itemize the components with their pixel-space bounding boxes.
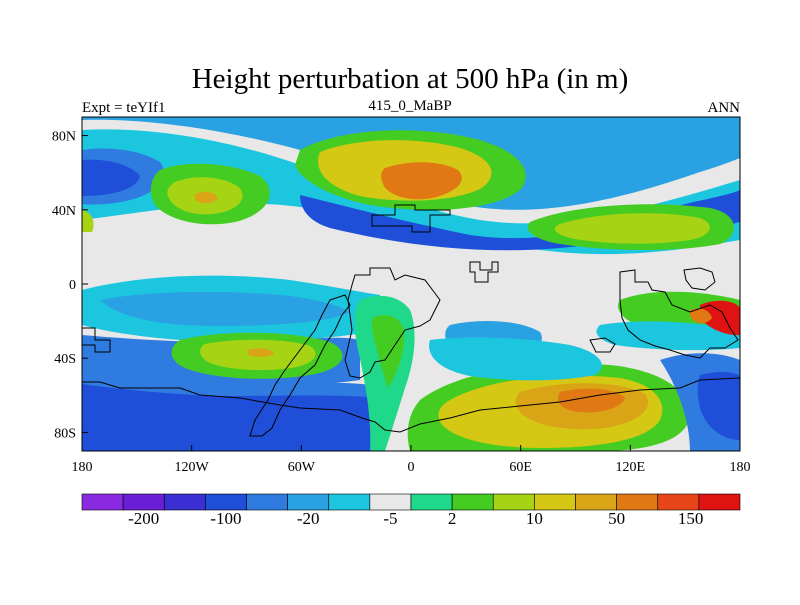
coastline-arabia — [469, 261, 499, 283]
y-tick-label: 40S — [54, 352, 76, 367]
contour-north-dark-blue-west — [82, 159, 140, 196]
contour-southern-ocean-blue — [82, 368, 380, 398]
colorbar-label: 10 — [526, 509, 543, 528]
colorbar-segment — [616, 493, 659, 511]
colorbar-segment — [163, 493, 206, 511]
contour-maritime-cyan — [596, 321, 740, 351]
contour-africa-lightgreen — [372, 315, 405, 388]
colorbar-segment — [122, 493, 165, 511]
colorbar-segment — [410, 493, 453, 511]
contour-southern-ocean-dark-blue — [82, 380, 392, 451]
x-tick-label: 120W — [175, 460, 210, 475]
y-tick-label: 40N — [52, 204, 76, 219]
period-label: 415_0_MaBP — [368, 98, 451, 114]
colorbar-segment — [81, 493, 124, 511]
contour-pacific-north-yellow — [554, 213, 710, 244]
map-field — [82, 117, 740, 451]
coastline-africa — [344, 267, 441, 379]
colorbar-label: -5 — [383, 509, 397, 528]
colorbar-segment — [451, 493, 494, 511]
colorbar-segment — [287, 493, 330, 511]
colorbar-label: 150 — [678, 509, 704, 528]
y-tick-label: 0 — [69, 278, 76, 293]
colorbar-segment — [205, 493, 247, 511]
coastline-west-edge — [82, 327, 111, 353]
colorbar-segment — [698, 493, 741, 511]
contour-east-south-dark-blue — [697, 372, 740, 440]
colorbar-segment — [328, 493, 371, 511]
contour-south-pacific-orange — [248, 348, 274, 358]
x-tick-label: 60W — [288, 460, 316, 475]
colorbar-segment — [657, 493, 700, 511]
contour-maritime-orange — [690, 308, 712, 324]
coastline-south-america — [249, 294, 351, 437]
x-axis: 180 120W 60W 0 60E 120E 180 — [72, 445, 751, 475]
coastline-indonesia — [589, 337, 616, 353]
contour-indian-teal — [429, 337, 602, 381]
y-tick-label: 80N — [52, 130, 76, 145]
colorbar-segment — [369, 493, 412, 511]
colorbar-segment — [575, 493, 617, 511]
x-tick-label: 0 — [408, 460, 415, 475]
colorbar-segment — [534, 493, 576, 511]
x-tick-label: 120E — [616, 460, 646, 475]
chart-title: Height perturbation at 500 hPa (in m) — [192, 63, 629, 95]
colorbar-label: -100 — [210, 509, 241, 528]
y-axis: 80N 40N 0 40S 80S — [52, 130, 88, 441]
contour-indian-red-orange — [558, 388, 625, 413]
contour-south-blue-strip — [100, 291, 350, 326]
coastline-australia — [619, 269, 739, 359]
colorbar-segment — [246, 493, 288, 511]
experiment-label: Expt = teYIf1 — [82, 100, 165, 116]
colorbar-label: -20 — [297, 509, 320, 528]
colorbar-segment — [492, 493, 535, 511]
coastline-outlines — [82, 204, 740, 451]
colorbar — [81, 493, 741, 511]
colorbar-labels: -200 -100 -20 -5 2 10 50 150 — [128, 509, 703, 528]
contour-maritime-red — [700, 300, 740, 336]
contour-west-edge-green — [82, 210, 94, 232]
colorbar-label: 50 — [608, 509, 625, 528]
coastline-new-zealand — [683, 267, 716, 291]
contour-atlantic-orange — [195, 191, 218, 204]
colorbar-label: -200 — [128, 509, 159, 528]
colorbar-label: 2 — [448, 509, 457, 528]
x-tick-label: 60E — [509, 460, 532, 475]
coastline-eurasia — [371, 204, 451, 233]
x-tick-label: 180 — [72, 460, 93, 475]
x-tick-label: 180 — [730, 460, 751, 475]
coastline-antarctica — [82, 377, 740, 451]
contour-eurasia-orange — [381, 162, 462, 200]
y-tick-label: 80S — [54, 426, 76, 441]
season-label: ANN — [708, 100, 741, 116]
